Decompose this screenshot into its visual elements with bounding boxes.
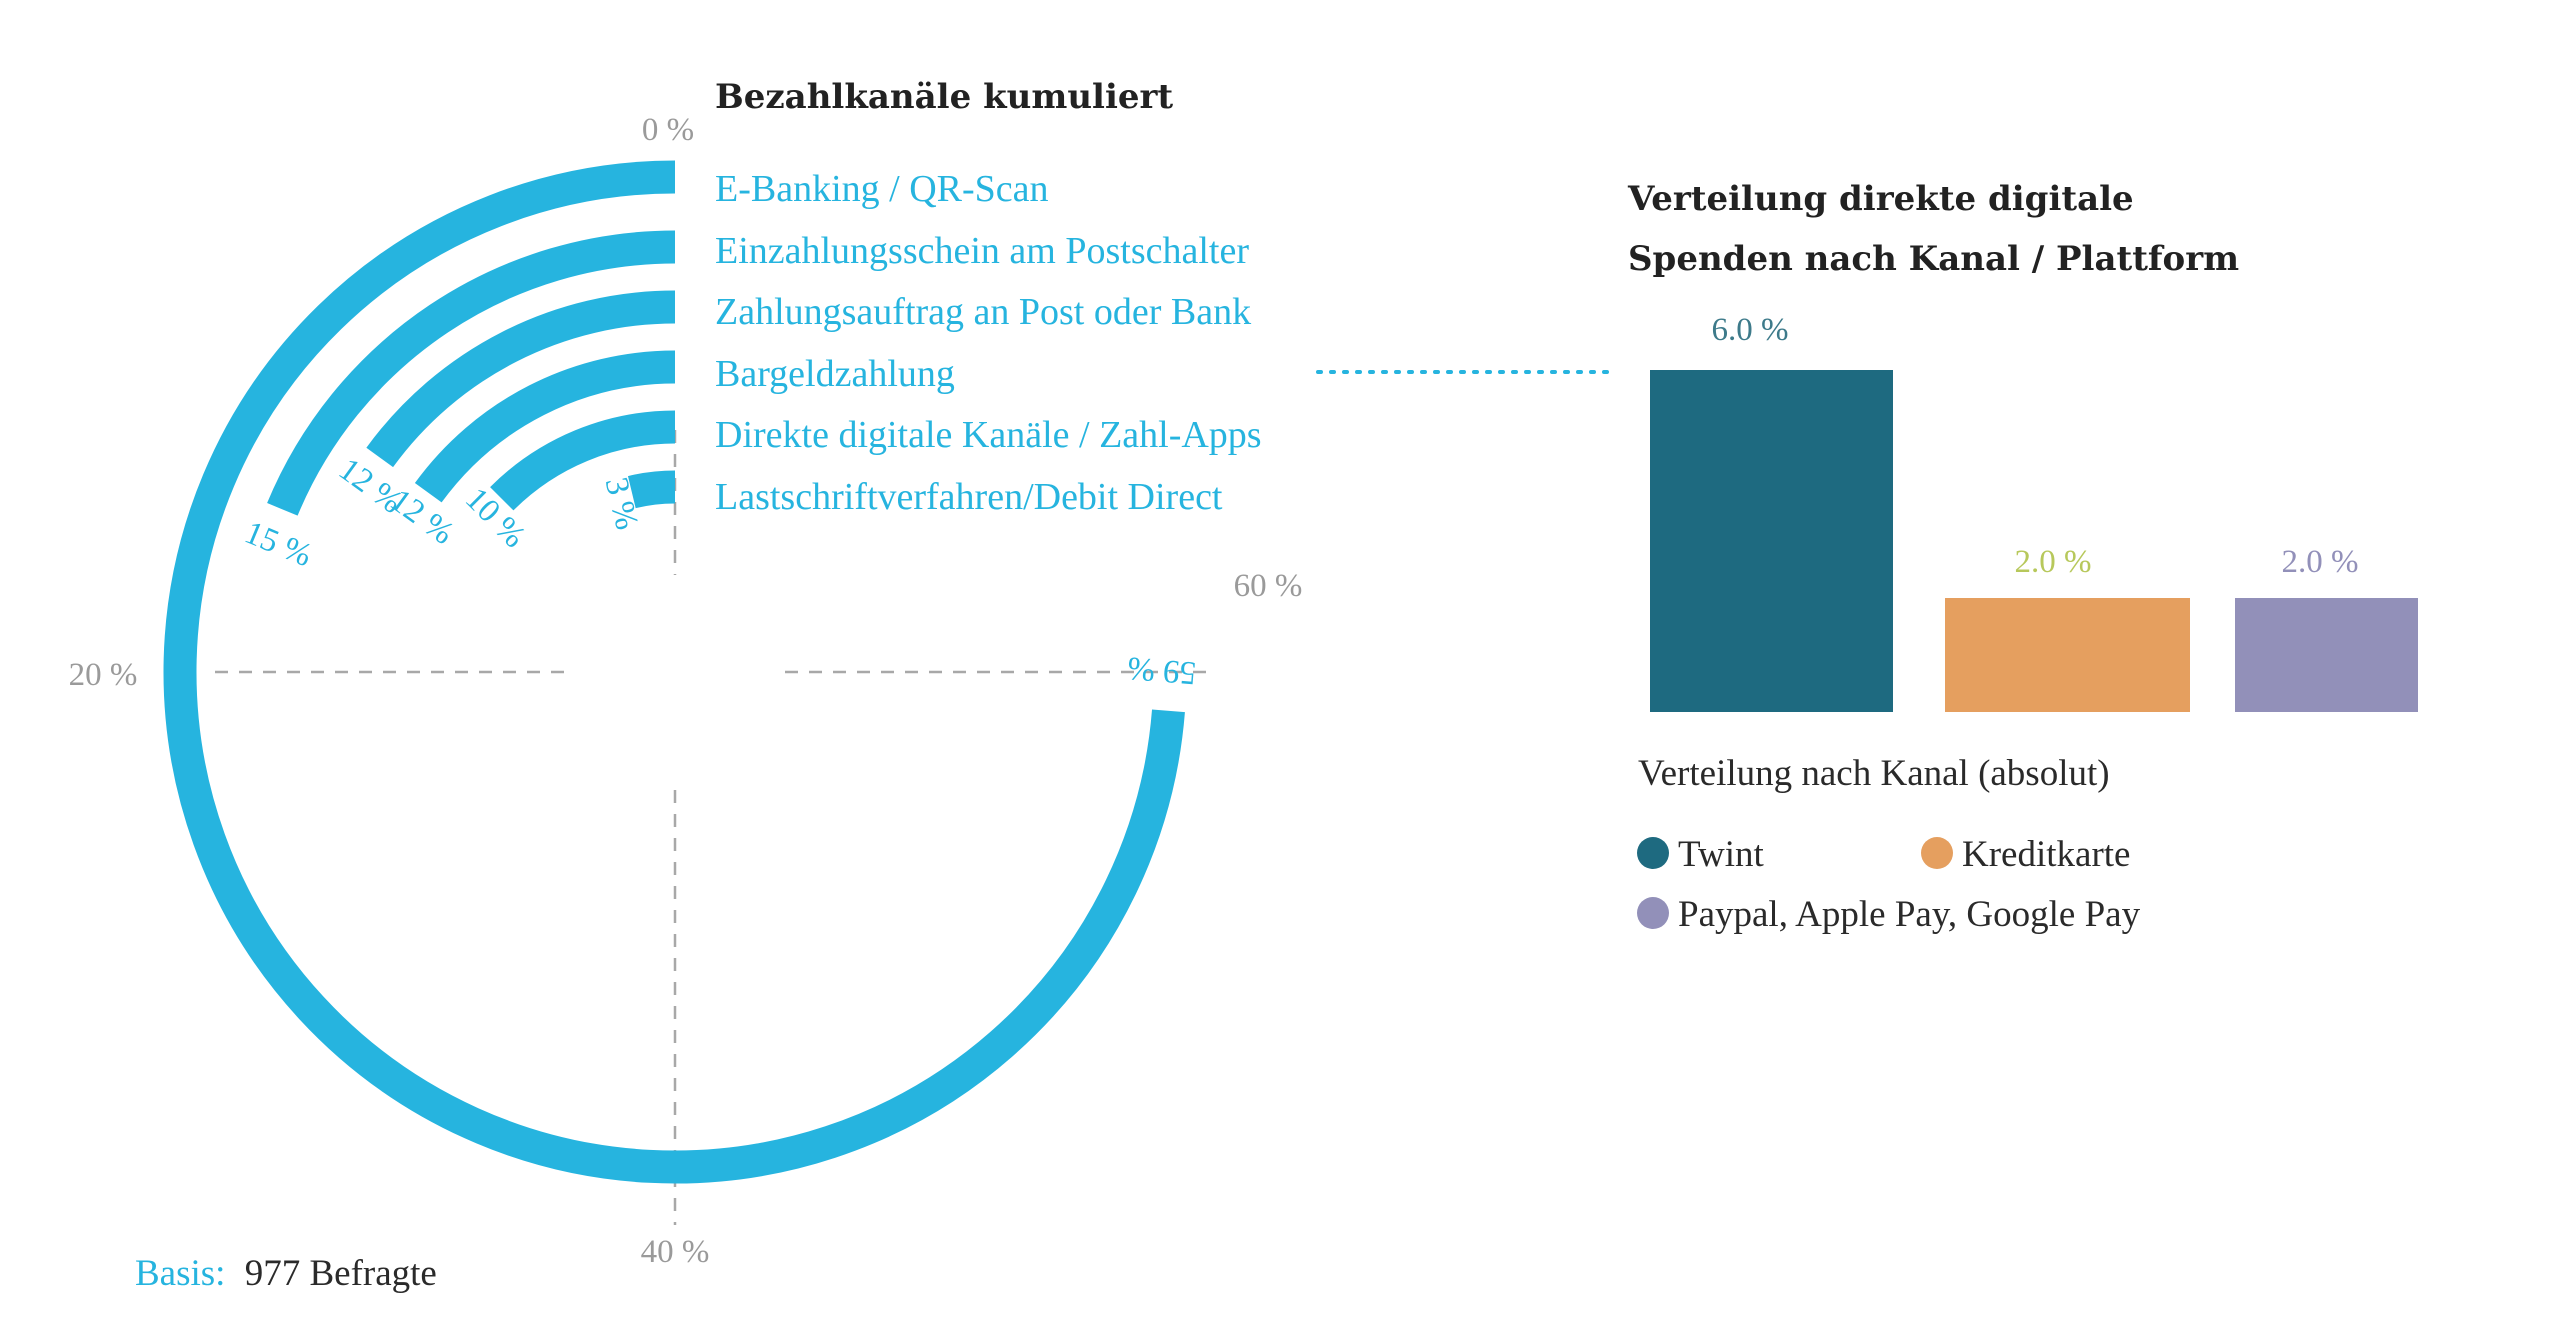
tick-label-40: 40 %	[641, 1234, 710, 1270]
radial-value-label-einzahlungsschein: 15 %	[240, 515, 317, 575]
legend: Twint Kreditkarte Paypal, Apple Pay, Goo…	[1637, 834, 2141, 935]
legend-swatch-kreditkarte	[1921, 837, 1953, 869]
tick-label-60: 60 %	[1234, 568, 1303, 604]
bar-paypal	[2235, 598, 2418, 712]
radial-chart-title: Bezahlkanäle kumuliert	[715, 77, 1173, 117]
category-label-lastschrift: Lastschriftverfahren/Debit Direct	[715, 476, 1223, 518]
category-label-e-banking: E-Banking / QR-Scan	[715, 168, 1049, 210]
radial-bar-bargeldzahlung	[414, 350, 676, 503]
category-label-zahlungsauftrag: Zahlungsauftrag an Post oder Bank	[715, 291, 1251, 333]
radial-bar-e-banking	[163, 160, 1185, 1184]
bar-twint	[1650, 370, 1893, 712]
bar-chart-bars	[1650, 370, 2418, 712]
basis-label: Basis:	[135, 1253, 225, 1294]
legend-swatch-paypal	[1637, 897, 1669, 929]
category-label-direkte-digitale: Direkte digitale Kanäle / Zahl-Apps	[715, 414, 1262, 456]
radial-value-label-e-banking: 59 %	[1126, 650, 1197, 691]
legend-swatch-twint	[1637, 837, 1669, 869]
radial-bar-direkte-digitale	[490, 410, 676, 511]
legend-label-paypal: Paypal, Apple Pay, Google Pay	[1678, 894, 2141, 935]
radial-axes	[215, 430, 1215, 1225]
tick-label-20: 20 %	[69, 657, 138, 693]
tick-label-0: 0 %	[642, 112, 694, 148]
legend-title: Verteilung nach Kanal (absolut)	[1638, 753, 2110, 794]
bar-chart-title-line-2: Spenden nach Kanal / Plattform	[1628, 239, 2239, 279]
radial-bar-lastschrift	[627, 470, 676, 509]
bar-chart-title-line-1: Verteilung direkte digitale	[1627, 179, 2134, 219]
bar-kreditkarte	[1945, 598, 2190, 712]
basis-value: 977 Befragte	[245, 1253, 437, 1294]
radial-category-labels: E-Banking / QR-Scan Einzahlungsschein am…	[715, 168, 1262, 518]
bar-value-label-kreditkarte: 2.0 %	[2015, 544, 2092, 580]
basis-note: Basis: 977 Befragte	[135, 1253, 437, 1294]
radial-bars	[163, 160, 1185, 1184]
legend-label-twint: Twint	[1678, 834, 1765, 875]
legend-label-kreditkarte: Kreditkarte	[1962, 834, 2130, 875]
bar-value-label-paypal: 2.0 %	[2282, 544, 2359, 580]
bar-value-label-twint: 6.0 %	[1712, 312, 1789, 348]
radial-bar-einzahlungsschein	[267, 230, 676, 516]
category-label-einzahlungsschein: Einzahlungsschein am Postschalter	[715, 230, 1249, 272]
category-label-bargeldzahlung: Bargeldzahlung	[715, 353, 955, 395]
radial-bar-zahlungsauftrag	[366, 290, 676, 468]
